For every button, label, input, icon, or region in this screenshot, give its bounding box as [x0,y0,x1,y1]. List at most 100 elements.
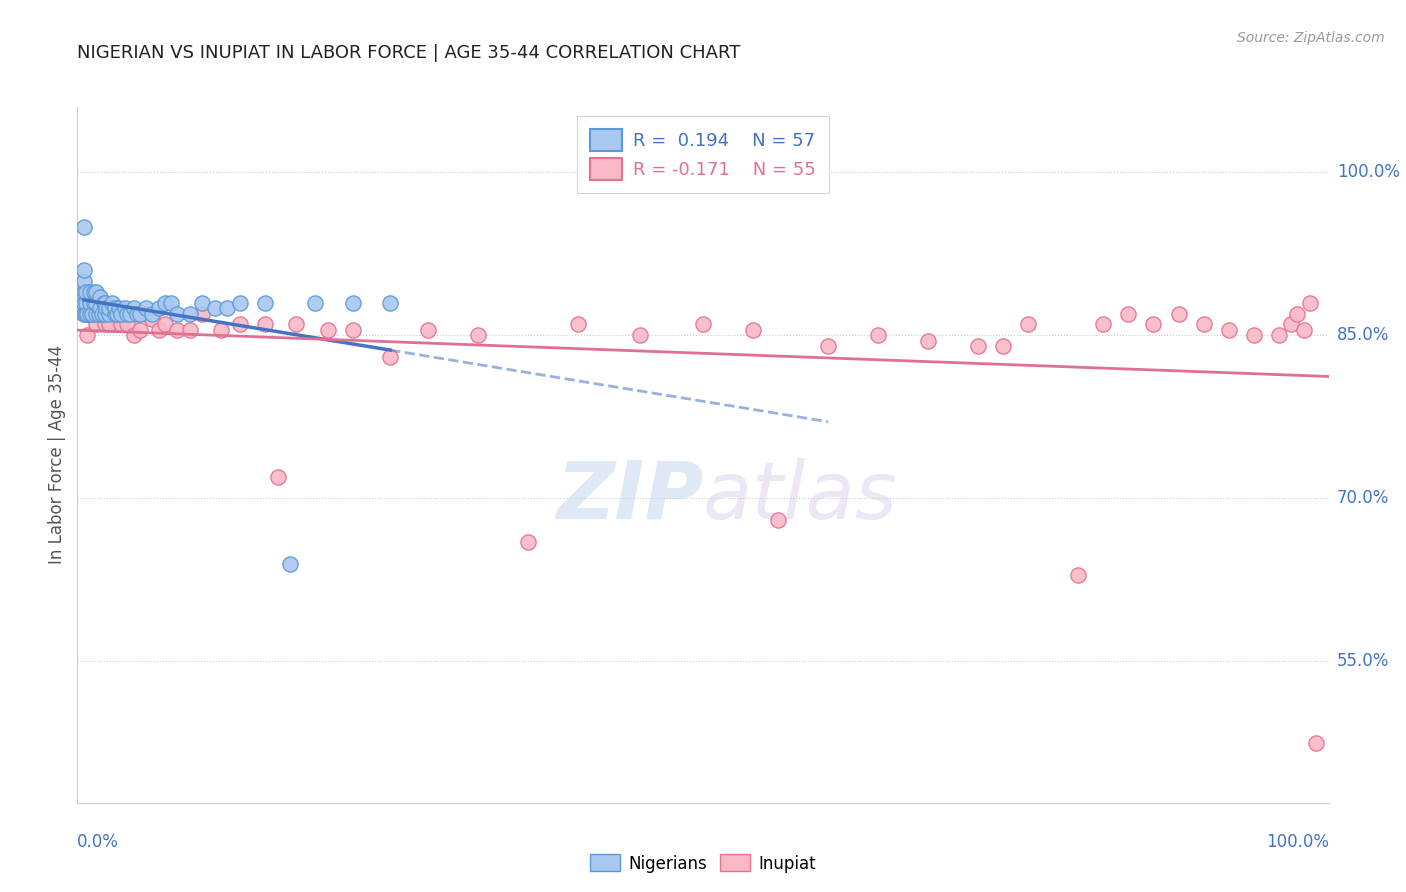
Point [817,339,839,353]
Point [742,323,765,337]
Point [105,307,128,321]
Point [179,307,201,321]
Point [122,301,145,315]
Point [84,285,107,299]
Text: 55.0%: 55.0% [1337,652,1389,671]
Text: 100.0%: 100.0% [1337,163,1400,181]
Point [114,301,136,315]
Point [87,307,110,321]
Point [266,469,288,483]
Point [148,323,170,337]
Text: 70.0%: 70.0% [1337,490,1389,508]
Point [117,318,139,332]
Text: Source: ZipAtlas.com: Source: ZipAtlas.com [1237,31,1385,45]
Point [94,301,117,315]
Point [1292,323,1315,337]
Point [75,295,97,310]
Point [122,328,145,343]
Point [127,307,149,321]
Point [107,301,129,315]
Point [82,307,104,321]
Text: 85.0%: 85.0% [1337,326,1389,344]
Point [1192,318,1215,332]
Text: 0.0%: 0.0% [77,833,120,851]
Point [1092,318,1115,332]
Point [75,285,97,299]
Point [89,307,111,321]
Point [380,350,402,364]
Legend: Nigerians, Inupiat: Nigerians, Inupiat [583,847,823,880]
Point [72,307,94,321]
Point [342,323,364,337]
Point [166,307,188,321]
Point [72,263,94,277]
Point [1286,307,1309,321]
Point [209,323,232,337]
Point [1118,307,1140,321]
Point [84,295,107,310]
Point [82,307,104,321]
Text: NIGERIAN VS INUPIAT IN LABOR FORCE | AGE 35-44 CORRELATION CHART: NIGERIAN VS INUPIAT IN LABOR FORCE | AGE… [77,45,741,62]
Point [342,295,364,310]
Point [94,307,117,321]
Point [94,318,117,332]
Point [79,295,101,310]
Point [766,513,789,527]
Point [1243,328,1265,343]
Point [1017,318,1039,332]
Point [1218,323,1240,337]
Legend: R =  0.194    N = 57, R = -0.171    N = 55: R = 0.194 N = 57, R = -0.171 N = 55 [578,116,828,193]
Point [79,307,101,321]
Point [253,318,276,332]
Point [129,307,152,321]
Point [204,301,226,315]
Point [285,318,308,332]
Point [967,339,990,353]
Point [89,290,111,304]
Point [160,295,183,310]
Point [117,307,139,321]
Point [166,323,188,337]
Point [89,301,111,315]
Point [316,323,339,337]
Point [380,295,402,310]
Text: atlas: atlas [703,458,898,536]
Point [104,307,127,321]
Point [416,323,439,337]
Point [1142,318,1164,332]
Point [567,318,589,332]
Point [104,307,127,321]
Point [101,295,124,310]
Point [135,307,157,321]
Text: 100.0%: 100.0% [1265,833,1329,851]
Point [72,307,94,321]
Y-axis label: In Labor Force | Age 35-44: In Labor Force | Age 35-44 [48,345,66,565]
Point [72,295,94,310]
Point [630,328,652,343]
Point [129,323,152,337]
Point [1167,307,1189,321]
Point [75,307,97,321]
Point [253,295,276,310]
Point [84,318,107,332]
Point [97,307,120,321]
Point [692,318,714,332]
Point [1067,567,1090,582]
Point [91,307,114,321]
Point [191,295,214,310]
Point [191,307,214,321]
Point [278,557,301,571]
Point [1267,328,1289,343]
Point [217,301,239,315]
Point [110,307,132,321]
Point [304,295,326,310]
Point [94,295,117,310]
Point [868,328,890,343]
Point [83,285,105,299]
Point [97,318,120,332]
Point [141,312,163,326]
Point [229,295,252,310]
Point [97,301,120,315]
Point [229,318,252,332]
Point [104,301,127,315]
